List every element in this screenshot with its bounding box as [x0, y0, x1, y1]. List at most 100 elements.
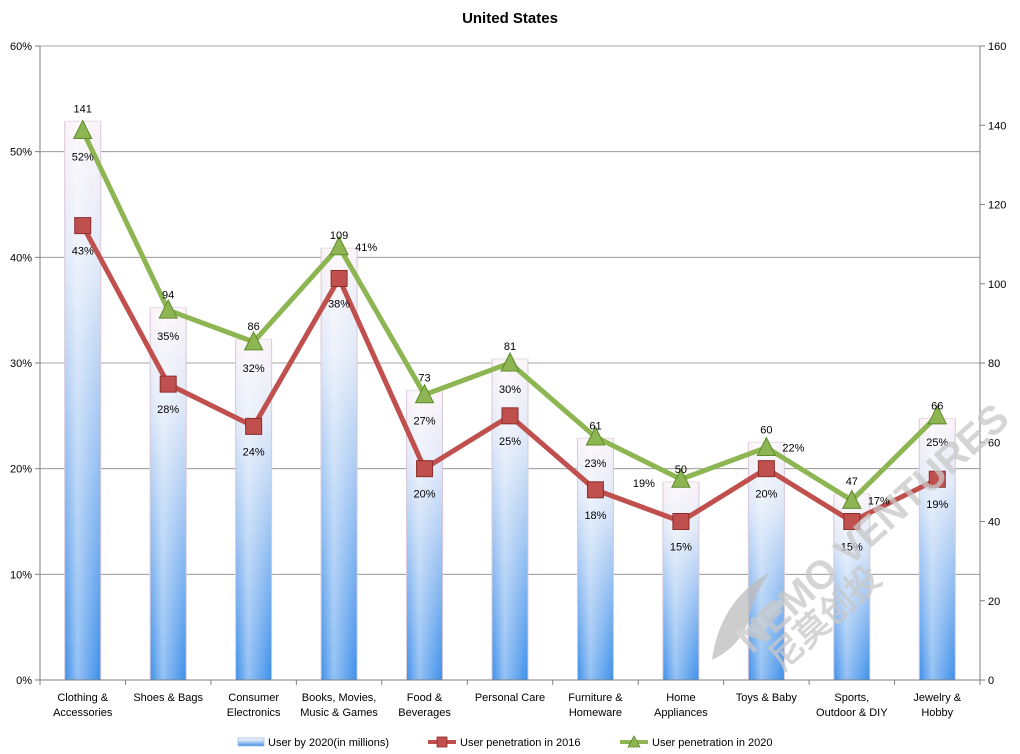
penetration-2016-label: 24%: [243, 446, 265, 458]
right-axis-ticks: 0 20 40 60 80 100 120 140 160: [980, 41, 1006, 687]
marker-2020-triangle: [329, 235, 349, 256]
marker-2016-square: [330, 269, 348, 287]
bar: [491, 358, 529, 680]
bar: [576, 437, 614, 680]
bar-shine: [150, 307, 187, 680]
marker-2016-square: [416, 460, 434, 478]
bar: [64, 120, 102, 681]
legend-square-marker: [436, 736, 448, 748]
category-label: Books, Movies, Music & Games: [300, 692, 378, 719]
marker-2016-square: [501, 407, 519, 425]
penetration-2020-label: 41%: [355, 242, 377, 254]
marker-2020-triangle: [72, 119, 93, 140]
bar-value-label: 109: [330, 230, 348, 242]
line-series: [72, 119, 948, 530]
right-tick-label: 0: [988, 675, 994, 687]
bar: [235, 338, 273, 680]
left-tick-label: 40%: [10, 252, 32, 264]
bar: [320, 247, 358, 680]
category-label: Shoes & Bags: [133, 692, 203, 704]
penetration-2016-label: 15%: [670, 542, 692, 554]
penetration-2016-label: 15%: [841, 542, 863, 554]
marker-2020-triangle: [414, 383, 435, 404]
penetration-2020-label: 22%: [782, 443, 804, 455]
penetration-2020-label: 19%: [633, 478, 655, 490]
bar-value-label: 66: [931, 400, 943, 412]
category-label: Jewelry & Hobby: [913, 692, 961, 719]
bar-value-label: 61: [589, 420, 601, 432]
marker-2020-triangle: [500, 351, 520, 372]
category-label: Personal Care: [475, 692, 545, 704]
bar-value-label: 47: [846, 476, 858, 488]
category-label: Furniture & Homeware: [568, 692, 623, 719]
legend-triangle-marker: [627, 735, 641, 748]
marker-2020-triangle: [243, 330, 264, 351]
penetration-2016-label: 19%: [926, 499, 948, 511]
marker-2016-square: [928, 470, 946, 488]
left-axis-ticks: 0% 10% 20% 30% 40% 50% 60%: [10, 41, 40, 687]
right-tick-label: 80: [988, 358, 1000, 370]
marker-2020-triangle: [671, 468, 691, 488]
left-tick-label: 10%: [10, 569, 32, 581]
penetration-2020-label: 32%: [243, 363, 265, 375]
right-tick-label: 20: [988, 596, 1000, 608]
right-tick-label: 60: [988, 437, 1000, 449]
legend-label-penetration-2016: User penetration in 2016: [460, 737, 580, 749]
right-tick-label: 140: [988, 120, 1006, 132]
marker-2016-square: [74, 217, 92, 235]
penetration-2020-label: 27%: [414, 416, 436, 428]
category-label: Toys & Baby: [736, 692, 798, 704]
bar-value-label: 60: [760, 424, 772, 436]
category-label: Food & Beverages: [398, 692, 451, 719]
marker-2016-square: [159, 375, 177, 393]
bar-shine: [235, 339, 272, 680]
bar-value-label: 73: [418, 373, 430, 385]
penetration-2020-label: 25%: [926, 437, 948, 449]
penetration-2016-label: 38%: [328, 298, 350, 310]
penetration-2016-label: 43%: [72, 246, 94, 258]
left-tick-label: 50%: [10, 147, 32, 159]
left-tick-label: 0%: [16, 675, 32, 687]
penetration-2020-label: 35%: [157, 331, 179, 343]
bar-value-label: 94: [162, 290, 174, 302]
left-tick-label: 20%: [10, 464, 32, 476]
penetration-2016-label: 20%: [414, 489, 436, 501]
marker-2016-square: [843, 513, 861, 530]
marker-2020-triangle: [842, 489, 862, 509]
bar-value-label: 141: [74, 103, 92, 115]
marker-2016-square: [757, 460, 775, 478]
right-tick-label: 120: [988, 200, 1006, 212]
penetration-2020-label: 52%: [72, 152, 94, 164]
category-label: Sports, Outdoor & DIY: [816, 692, 888, 719]
category-label: Consumer Electronics: [227, 692, 281, 719]
penetration-2016-label: 20%: [755, 489, 777, 501]
legend: User by 2020(in millions) User penetrati…: [237, 735, 772, 749]
marker-2020-triangle: [585, 425, 606, 446]
bar: [747, 441, 785, 680]
legend-item-penetration-2020: User penetration in 2020: [620, 735, 772, 749]
penetration-2016-label: 18%: [584, 510, 606, 522]
marker-2020-triangle: [756, 436, 777, 457]
marker-2020-triangle: [927, 404, 948, 425]
penetration-2020-label: 23%: [584, 458, 606, 470]
left-tick-label: 60%: [10, 41, 32, 53]
category-labels: Clothing & Accessories Shoes & Bags Consume…: [53, 692, 962, 719]
legend-item-penetration-2016: User penetration in 2016: [428, 736, 580, 749]
right-tick-label: 40: [988, 517, 1000, 529]
bar-value-label: 86: [248, 321, 260, 333]
penetration-2016-label: 25%: [499, 436, 521, 448]
bar: [918, 417, 956, 680]
marker-2016-square: [672, 513, 690, 530]
bar: [149, 307, 187, 680]
bar-shine: [64, 121, 101, 681]
data-labels: 141 94 86 109 73 81 61 50 60 47 66 43% 28% 24% 38% 20% 2…: [72, 103, 949, 553]
left-tick-label: 30%: [10, 358, 32, 370]
bar-shine: [577, 438, 614, 680]
bar-shine: [321, 248, 358, 680]
legend-swatch-bar: [237, 737, 265, 747]
bar-value-label: 50: [675, 464, 687, 476]
legend-item-users-2020: User by 2020(in millions): [237, 737, 389, 749]
right-tick-label: 100: [988, 279, 1006, 291]
penetration-2016-label: 28%: [157, 404, 179, 416]
